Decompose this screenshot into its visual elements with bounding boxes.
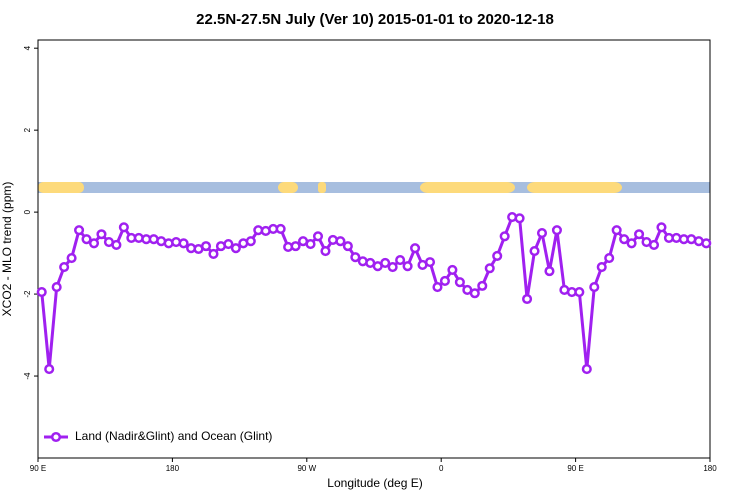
land-band bbox=[527, 182, 622, 193]
data-point bbox=[439, 275, 450, 287]
chart-title: 22.5N-27.5N July (Ver 10) 2015-01-01 to … bbox=[196, 11, 554, 28]
data-point bbox=[59, 261, 70, 273]
data-point bbox=[111, 239, 122, 250]
y-tick-label: 2 bbox=[23, 127, 32, 132]
data-point bbox=[208, 248, 219, 259]
x-tick-label: 90 W bbox=[297, 464, 316, 473]
data-point bbox=[305, 239, 316, 250]
data-point bbox=[36, 286, 47, 298]
data-point bbox=[387, 261, 398, 273]
legend-marker bbox=[50, 431, 62, 443]
plot-frame bbox=[37, 39, 711, 459]
data-point bbox=[648, 239, 660, 250]
data-point bbox=[88, 238, 100, 249]
data-point bbox=[626, 238, 637, 249]
data-point bbox=[223, 239, 234, 250]
data-point bbox=[514, 213, 525, 224]
x-tick-label: 90 E bbox=[30, 464, 46, 473]
x-axis-label: Longitude (deg E) bbox=[327, 476, 422, 490]
data-point bbox=[230, 243, 241, 254]
data-point bbox=[245, 236, 256, 247]
data-point bbox=[529, 245, 540, 257]
data-point bbox=[200, 241, 212, 252]
y-tick-label: 0 bbox=[23, 209, 32, 214]
data-point bbox=[574, 286, 585, 298]
legend-label: Land (Nadir&Glint) and Ocean (Glint) bbox=[75, 429, 272, 443]
data-point bbox=[611, 225, 622, 236]
data-point bbox=[447, 264, 458, 275]
data-point bbox=[350, 252, 361, 263]
land-band bbox=[38, 182, 84, 193]
data-point bbox=[290, 241, 301, 252]
y-tick-label: -4 bbox=[23, 372, 32, 380]
data-point bbox=[96, 229, 107, 240]
land-ocean-strip bbox=[38, 182, 710, 193]
data-point bbox=[118, 222, 129, 233]
data-point bbox=[380, 257, 391, 268]
data-point bbox=[74, 225, 85, 236]
data-point bbox=[275, 223, 286, 234]
y-axis-label: XCO2 - MLO trend (ppm) bbox=[0, 182, 14, 317]
data-point bbox=[551, 225, 562, 236]
land-band bbox=[278, 182, 298, 193]
data-point bbox=[402, 261, 413, 272]
data-point bbox=[81, 234, 92, 245]
x-tick-label: 180 bbox=[703, 464, 717, 473]
ocean-band bbox=[38, 182, 710, 193]
data-point bbox=[499, 231, 510, 242]
data-point bbox=[432, 282, 443, 293]
data-point bbox=[619, 234, 630, 245]
data-point bbox=[536, 227, 548, 239]
data-point bbox=[477, 280, 488, 291]
data-point bbox=[395, 255, 406, 266]
x-tick-label: 180 bbox=[166, 464, 180, 473]
data-point bbox=[51, 282, 62, 293]
data-point bbox=[312, 231, 324, 242]
data-point bbox=[492, 250, 503, 262]
data-point bbox=[522, 293, 533, 305]
data-point bbox=[634, 229, 645, 240]
data-point bbox=[342, 241, 353, 252]
data-point bbox=[589, 282, 600, 293]
data-point bbox=[410, 243, 421, 254]
data-point bbox=[320, 245, 331, 257]
data-point bbox=[66, 252, 77, 264]
data-point bbox=[701, 238, 712, 249]
data-point bbox=[656, 222, 667, 233]
land-band bbox=[420, 182, 515, 193]
data-point bbox=[178, 238, 189, 249]
data-point bbox=[44, 364, 55, 375]
y-tick-label: -2 bbox=[23, 290, 32, 298]
data-point bbox=[469, 288, 480, 299]
data-point bbox=[484, 263, 495, 274]
data-point bbox=[581, 364, 592, 375]
data-point bbox=[424, 257, 436, 268]
y-tick-label: 4 bbox=[23, 45, 32, 50]
data-point bbox=[335, 236, 346, 247]
data-point bbox=[544, 266, 555, 277]
x-tick-label: 90 E bbox=[567, 464, 583, 473]
data-point bbox=[596, 261, 607, 273]
land-band bbox=[318, 182, 326, 193]
data-point bbox=[454, 277, 465, 288]
data-point bbox=[604, 252, 615, 264]
x-tick-label: 0 bbox=[439, 464, 444, 473]
